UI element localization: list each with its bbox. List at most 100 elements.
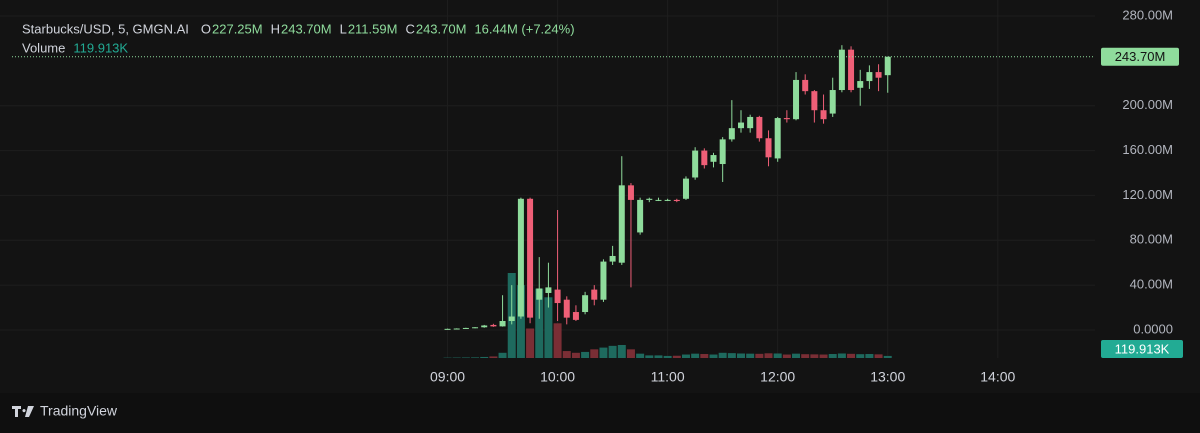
- volume-bar: [819, 354, 828, 358]
- y-tick-label: 280.00M: [1122, 7, 1173, 22]
- volume-bar: [654, 355, 663, 358]
- x-tick-label: 13:00: [870, 369, 905, 385]
- candle-body: [848, 49, 855, 91]
- candle-body: [517, 198, 524, 317]
- volume-label: Volume: [22, 40, 65, 55]
- volume-bar: [645, 355, 654, 358]
- candle-body: [728, 128, 735, 140]
- volume-bar: [837, 353, 846, 358]
- candle-body: [582, 295, 589, 313]
- candle-body: [692, 150, 699, 178]
- candle-body: [747, 116, 754, 129]
- volume-bar: [737, 353, 746, 358]
- volume-bar: [608, 345, 617, 358]
- candle-body: [829, 90, 836, 114]
- candle-body: [820, 110, 827, 120]
- candle-body: [793, 79, 800, 120]
- candle-body: [637, 199, 644, 233]
- candle-body: [664, 199, 671, 201]
- candle-body: [646, 198, 653, 200]
- volume-bar: [792, 353, 801, 358]
- volume-bar: [810, 354, 819, 358]
- volume-bar: [544, 297, 553, 358]
- volume-bar: [709, 354, 718, 358]
- volume-bar: [581, 351, 590, 358]
- last-volume-tag: [1101, 340, 1183, 358]
- ohlc-value: 227.25M: [212, 21, 263, 36]
- y-tick-label: 120.00M: [1122, 187, 1173, 202]
- chart-title: Starbucks/USD, 5, GMGN.AI: [22, 21, 189, 36]
- volume-bar: [562, 351, 571, 358]
- volume-bar: [626, 349, 635, 358]
- volume-bar: [883, 355, 892, 358]
- x-tick-label: 09:00: [430, 369, 465, 385]
- volume-bar: [773, 353, 782, 358]
- candle-body: [802, 79, 809, 92]
- candle-body: [682, 178, 689, 199]
- y-tick-label: 160.00M: [1122, 142, 1173, 157]
- volume-bar: [755, 353, 764, 358]
- candle-body: [453, 328, 460, 330]
- volume-bar: [700, 354, 709, 358]
- last-price-label: 243.70M: [1115, 49, 1166, 64]
- volume-bar: [571, 352, 580, 358]
- x-tick-label: 14:00: [980, 369, 1015, 385]
- marks: [12, 45, 1095, 358]
- volume-bar: [782, 354, 791, 358]
- candle-body: [481, 325, 488, 328]
- volume-bar: [461, 357, 470, 358]
- last-price-tag: [1101, 47, 1179, 66]
- volume-bar: [480, 356, 489, 358]
- candle-body: [673, 199, 680, 202]
- candle-body: [710, 155, 717, 162]
- volume-bar: [516, 285, 525, 358]
- ohlc-value: 243.70M: [416, 21, 467, 36]
- chart-background: [0, 0, 1200, 393]
- volume-bar: [746, 353, 755, 358]
- volume-bar: [663, 355, 672, 358]
- volume-bar: [718, 352, 727, 358]
- candle-body: [508, 316, 515, 322]
- volume-bar: [801, 354, 810, 358]
- candle-body: [490, 324, 497, 327]
- candle-body: [783, 118, 790, 120]
- candle-body: [591, 289, 598, 300]
- candle-body: [563, 299, 570, 318]
- candle-body: [884, 56, 891, 76]
- ohlc-key: O: [201, 21, 211, 36]
- candle-body: [600, 261, 607, 300]
- y-tick-label: 0.0000: [1133, 321, 1173, 336]
- y-tick-label: 40.00M: [1130, 277, 1173, 292]
- candle-body: [838, 49, 845, 91]
- x-tick-label: 10:00: [540, 369, 575, 385]
- volume-bar: [691, 353, 700, 358]
- y-tick-label: 200.00M: [1122, 97, 1173, 112]
- volume-bar: [553, 323, 562, 358]
- candle-body: [618, 185, 625, 263]
- x-tick-label: 11:00: [651, 369, 685, 385]
- volume-bar: [471, 357, 480, 358]
- candle-body: [875, 72, 882, 78]
- ohlc-key: C: [405, 21, 414, 36]
- candle-body: [472, 327, 479, 329]
- volume-bar: [636, 353, 645, 358]
- candle-body: [655, 199, 662, 201]
- y-tick-label: 80.00M: [1130, 232, 1173, 247]
- volume-bar: [498, 352, 507, 358]
- volume-bar: [865, 354, 874, 358]
- last-volume-label: 119.913K: [1115, 341, 1170, 356]
- candle-body: [701, 150, 708, 166]
- candle-body: [774, 118, 781, 159]
- candle-body: [462, 327, 469, 329]
- candle-body: [857, 81, 864, 88]
- volume-value: 119.913K: [73, 40, 128, 55]
- candle-body: [554, 289, 561, 304]
- candle-body: [536, 288, 543, 300]
- volume-bar: [874, 354, 883, 358]
- x-tick-label: 12:00: [760, 369, 795, 385]
- volume-bar: [489, 356, 498, 358]
- candle-body: [738, 122, 745, 129]
- volume-bar: [672, 355, 681, 358]
- ohlc-value: 243.70M: [281, 21, 332, 36]
